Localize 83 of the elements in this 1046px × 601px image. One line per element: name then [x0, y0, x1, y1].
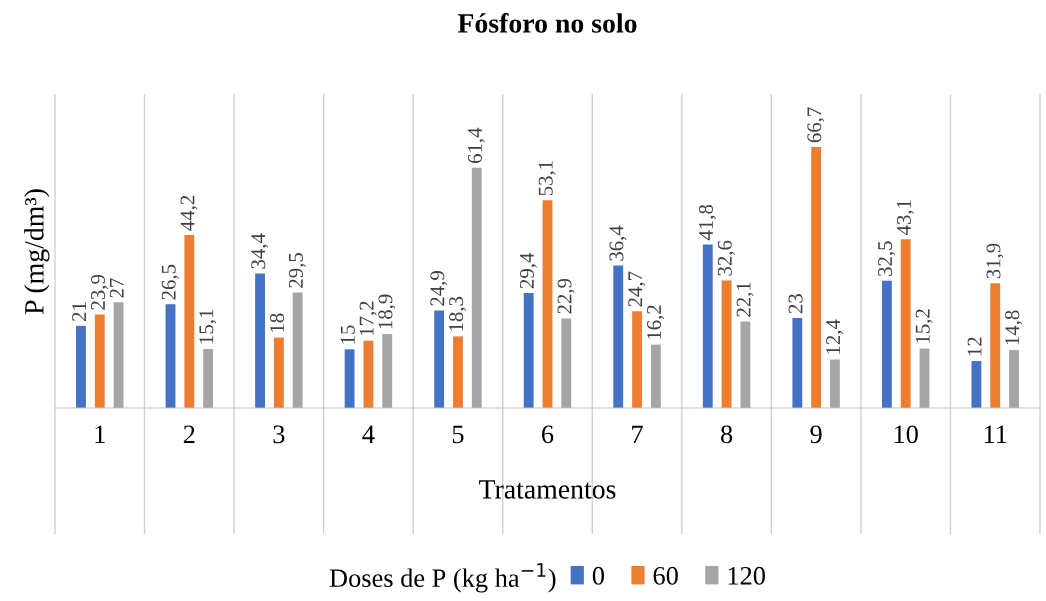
data-label: 16,2: [647, 305, 665, 339]
bar: [811, 147, 822, 408]
data-label: 34,4: [251, 233, 269, 269]
data-label: 24,9: [430, 271, 448, 306]
data-label: 17,2: [359, 301, 377, 335]
x-tick-label: 1: [95, 425, 105, 443]
data-label: 22,9: [557, 278, 575, 314]
data-label: 15: [340, 325, 355, 344]
bar: [830, 359, 840, 408]
data-label: 36,4: [609, 225, 627, 261]
data-label: 32,5: [878, 241, 896, 276]
x-tick-label: 3: [273, 425, 285, 444]
bar: [203, 348, 214, 408]
bar: [434, 310, 445, 408]
bar: [632, 311, 642, 408]
bar: [255, 273, 265, 408]
bar: [561, 318, 572, 408]
data-label: 43,1: [896, 200, 914, 236]
x-tick-label: 9: [810, 425, 822, 444]
x-axis-title: Tratamentos: [479, 480, 616, 499]
bar: [76, 325, 86, 408]
data-label: 66,7: [807, 107, 825, 143]
bar: [292, 292, 303, 408]
bar: [382, 334, 393, 408]
bar: [165, 304, 176, 408]
data-label: 24,7: [628, 271, 646, 307]
data-label: 12: [967, 337, 982, 356]
bar: [740, 321, 751, 408]
bar: [523, 292, 534, 408]
bar: [702, 244, 713, 408]
data-label: 26,5: [161, 264, 179, 300]
data-label: 32,6: [717, 240, 735, 276]
data-label: 12,4: [826, 319, 844, 354]
data-label: 14,8: [1005, 310, 1023, 345]
legend-label: 120: [728, 566, 765, 585]
x-tick-label: 7: [632, 425, 643, 443]
data-label: 44,2: [180, 195, 198, 231]
data-label: 23,9: [90, 274, 108, 310]
bar: [184, 235, 195, 408]
bar: [471, 167, 482, 408]
legend-label: 0: [592, 566, 604, 585]
data-label: 29,5: [288, 253, 306, 288]
bar: [650, 344, 661, 408]
data-label: 29,4: [519, 252, 537, 289]
bar: [990, 283, 1001, 408]
data-label: 27: [109, 278, 124, 298]
x-tick-label: 6: [542, 425, 554, 444]
bar: [613, 265, 624, 408]
x-tick-label: 4: [362, 425, 375, 443]
y-axis-title: P (mg/dm³): [24, 189, 50, 315]
bar: [453, 336, 463, 408]
data-label: 18: [270, 313, 285, 332]
bar: [881, 280, 892, 408]
bar: [900, 239, 911, 408]
data-label: 15,2: [915, 309, 933, 343]
x-tick-label: 8: [721, 425, 733, 444]
bar: [792, 318, 803, 408]
data-label: 41,8: [698, 204, 716, 241]
bar: [113, 302, 124, 408]
bar: [344, 349, 355, 408]
data-label: 22,1: [736, 282, 754, 317]
data-label: 18,9: [378, 294, 396, 329]
legend-label: 60: [653, 566, 678, 585]
data-label: 31,9: [986, 243, 1004, 279]
bar: [721, 280, 732, 408]
data-label: 61,4: [467, 127, 485, 163]
bar: [273, 337, 284, 408]
bar: [94, 314, 105, 408]
data-label: 53,1: [538, 161, 556, 196]
bar: [1009, 350, 1019, 408]
data-label: 18,3: [449, 296, 467, 331]
legend-title: Doses de P (kg ha$^{−1}$): [329, 563, 556, 593]
x-tick-label: 10: [894, 425, 918, 444]
x-tick-label: 11: [984, 425, 1007, 443]
bar: [363, 340, 374, 408]
x-tick-label: 5: [452, 425, 464, 444]
x-tick-label: 2: [183, 425, 195, 443]
bar: [542, 200, 553, 408]
bar: [971, 361, 982, 408]
data-label: 15,1: [199, 309, 217, 344]
chart-title: Fósforo no solo: [457, 12, 637, 33]
data-label: 21: [72, 302, 86, 322]
data-label: 23: [788, 294, 803, 314]
